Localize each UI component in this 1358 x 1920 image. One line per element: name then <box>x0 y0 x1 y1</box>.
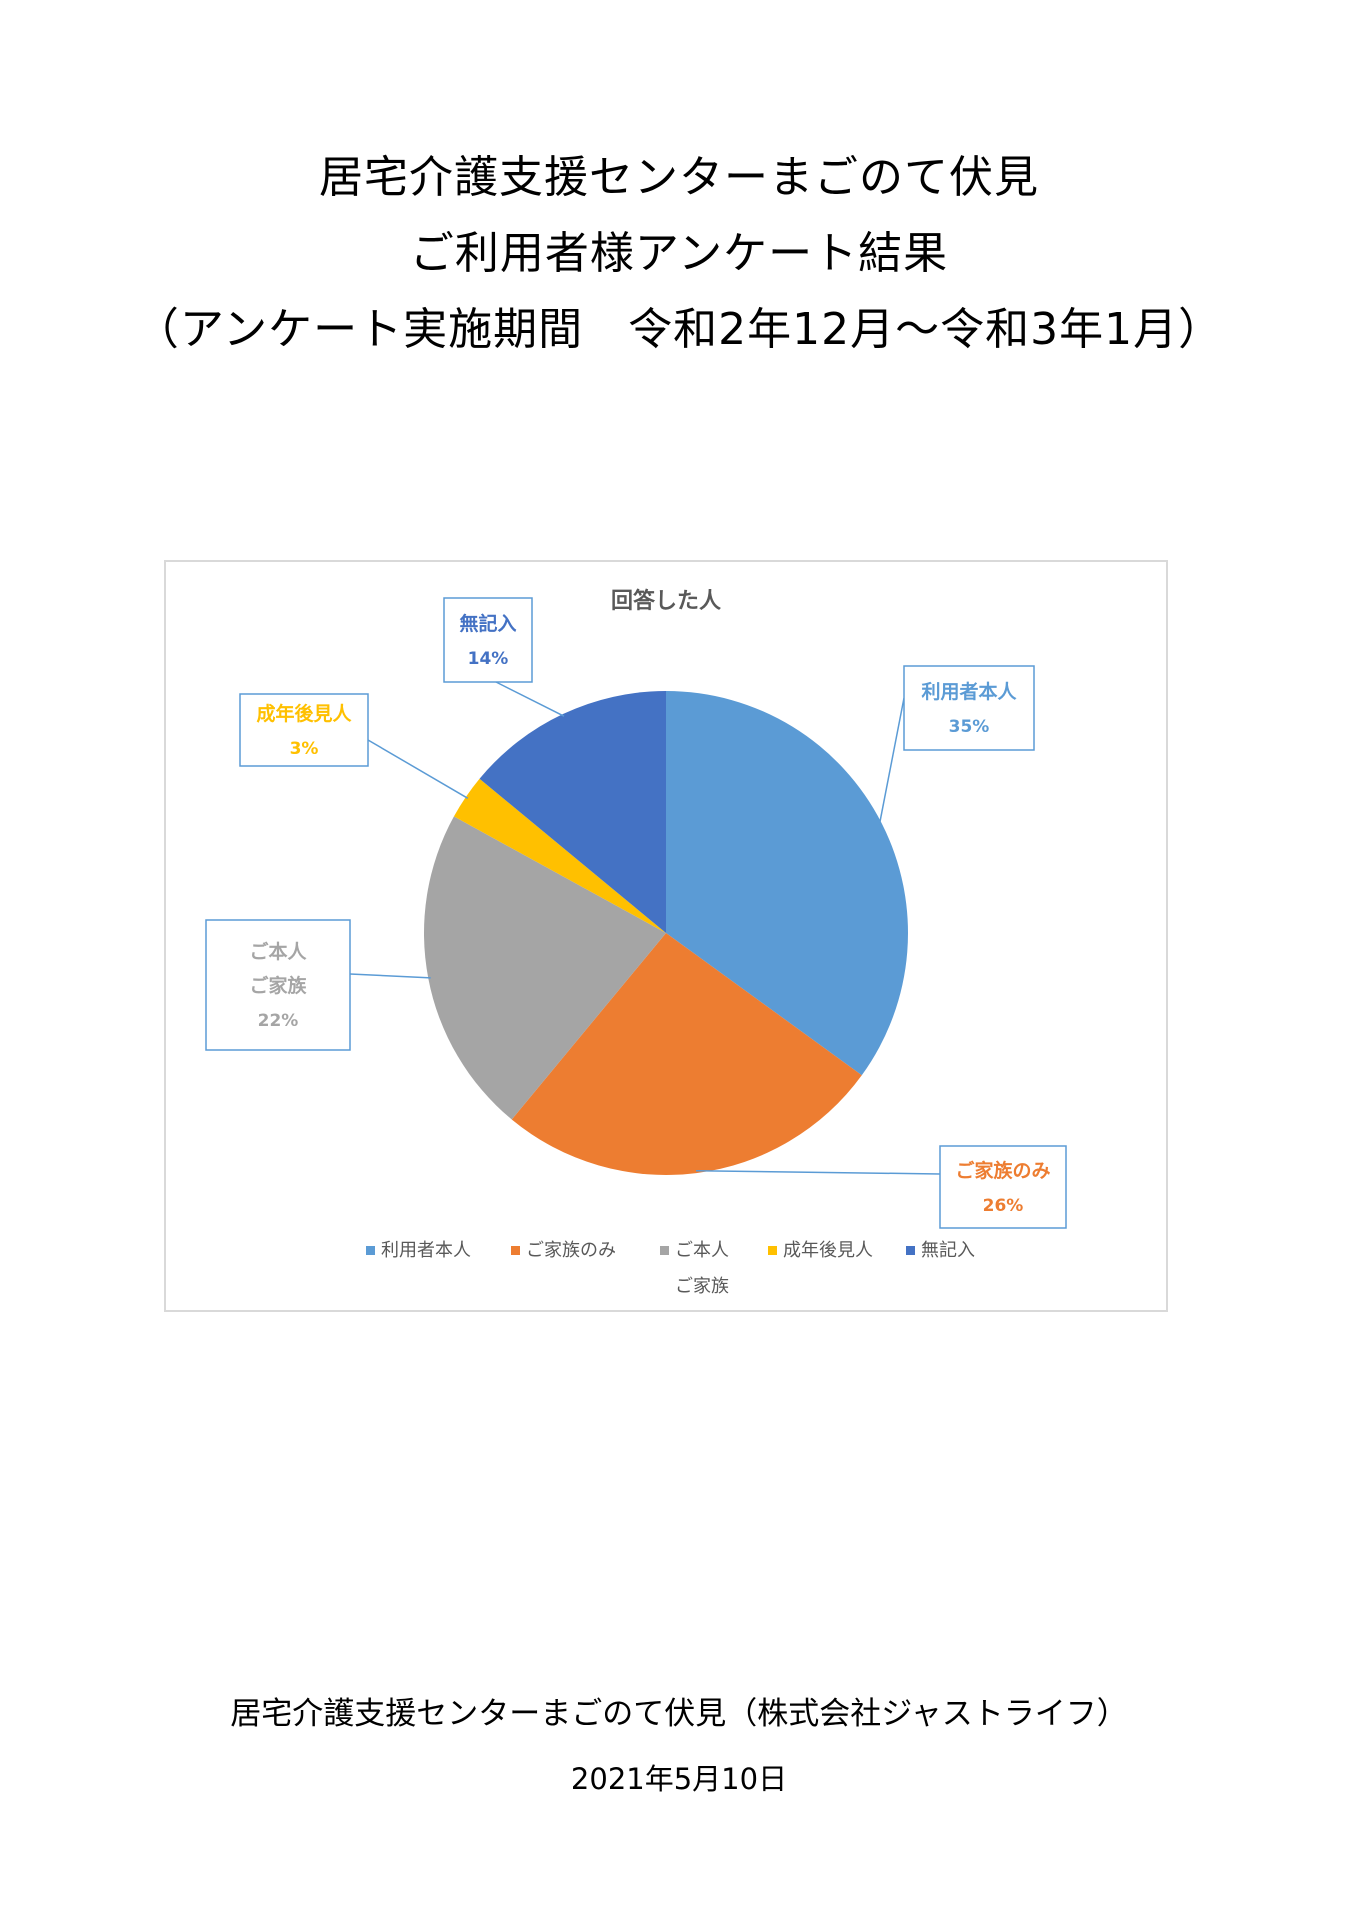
legend-label-no-answer: 無記入 <box>921 1240 975 1261</box>
footer-organization: 居宅介護支援センターまごのて伏見（株式会社ジャストライフ） <box>230 1696 1128 1732</box>
data-label-name-user-self: 利用者本人 <box>921 680 1017 703</box>
data-label-value-self-and-family: 22% <box>258 1011 299 1031</box>
legend-label-family-only: ご家族のみ <box>526 1240 616 1261</box>
legend-label-guardian: 成年後見人 <box>783 1240 873 1261</box>
legend-swatch-user-self <box>366 1246 375 1255</box>
pie-slice-self-and-family <box>423 816 666 1120</box>
pie-slice-user-self <box>666 691 908 1076</box>
callout-box-user-self <box>903 665 1035 751</box>
legend-label-user-self: 利用者本人 <box>381 1240 471 1261</box>
pie-chart: 回答した人利用者本人35%ご家族のみ26%ご本人ご家族22%成年後見人3%無記入… <box>205 588 1067 1297</box>
callout-leader-user-self <box>878 697 905 825</box>
data-label-value-user-self: 35% <box>949 717 990 737</box>
pie-slice-no-answer <box>479 691 666 933</box>
page-title: 居宅介護支援センターまごのて伏見 <box>319 152 1039 203</box>
legend-swatch-family-only <box>511 1246 520 1255</box>
page-title-block: 居宅介護支援センターまごのて伏見 ご利用者様アンケート結果 （アンケート実施期間… <box>0 140 1358 368</box>
callout-box-family-only <box>939 1145 1067 1229</box>
survey-period: （アンケート実施期間 令和2年12月～令和3年1月） <box>134 304 1224 355</box>
callout-leader-no-answer <box>495 681 565 717</box>
legend-swatch-guardian <box>768 1246 777 1255</box>
legend-swatch-self-and-family <box>660 1246 669 1255</box>
footer-date: 2021年5月10日 <box>570 1762 788 1796</box>
callout-leader-self-and-family <box>349 973 431 979</box>
callout-box-no-answer <box>443 597 533 683</box>
pie-slice-guardian <box>453 778 666 933</box>
data-label-name-no-answer: 無記入 <box>459 612 516 635</box>
data-label-name-guardian: 成年後見人 <box>256 702 352 725</box>
data-label-name-self-and-family: ご本人 <box>249 940 307 963</box>
data-label-value-no-answer: 14% <box>468 649 509 669</box>
chart-title: 回答した人 <box>611 588 721 614</box>
pie-chart-frame: 回答した人 利用者本人 35% ご家族のみ 26% ご本人 ご家族 22% 成年後見人 3% 無記入… <box>164 560 1168 1312</box>
callout-leader-family-only <box>695 1169 941 1175</box>
pie-slice-family-only <box>511 933 862 1175</box>
callout-box-guardian <box>239 693 369 767</box>
legend-swatch-no-answer <box>906 1246 915 1255</box>
callout-box-self-and-family <box>205 919 351 1051</box>
data-label-value-guardian: 3% <box>290 739 319 759</box>
data-label-name-family-only: ご家族のみ <box>955 1159 1050 1182</box>
legend-label-self-and-family: ご本人 <box>675 1240 729 1261</box>
legend-label-self-and-family-line2: ご家族 <box>675 1276 729 1297</box>
page-subtitle: ご利用者様アンケート結果 <box>409 228 949 279</box>
data-label-value-family-only: 26% <box>983 1196 1024 1216</box>
callout-leader-guardian <box>367 739 469 799</box>
data-label-name-self-and-family: ご家族 <box>249 974 307 997</box>
